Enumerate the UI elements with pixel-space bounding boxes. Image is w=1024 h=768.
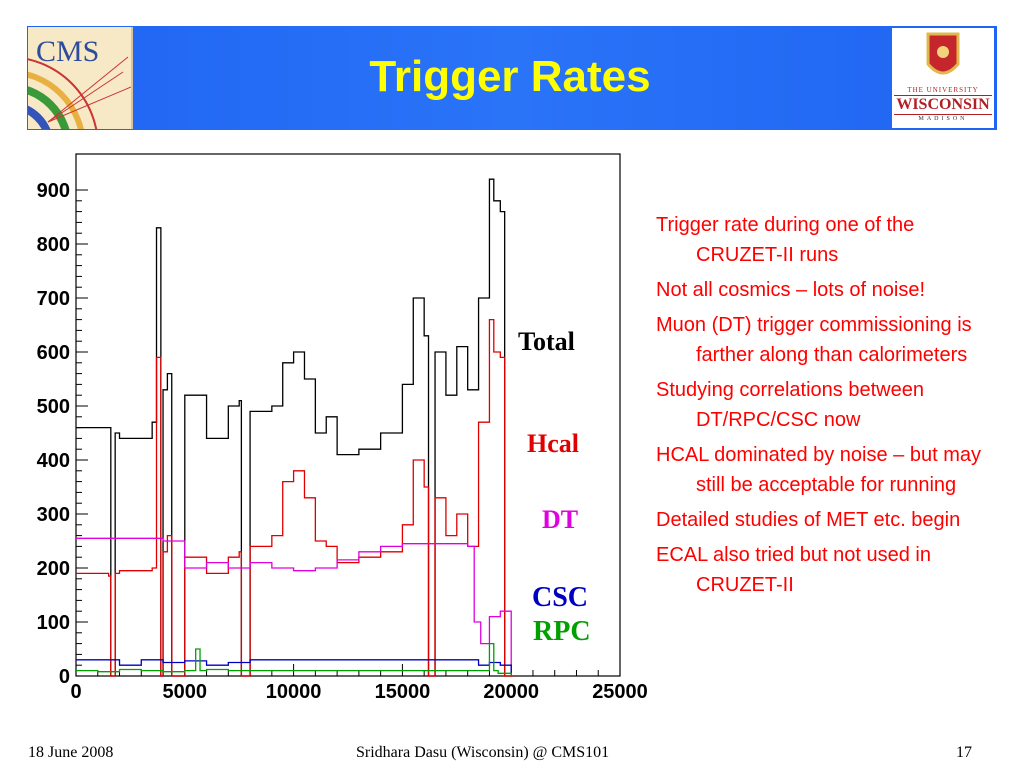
- x-tick-label: 15000: [375, 681, 431, 703]
- series-label-rpc: RPC: [533, 616, 591, 647]
- footer-page-number: 17: [956, 744, 972, 761]
- logo-line-2: WISCONSIN: [894, 95, 992, 115]
- series-label-csc: CSC: [532, 582, 588, 613]
- footer-date: 18 June 2008: [28, 744, 114, 761]
- y-tick-label: 600: [37, 342, 70, 364]
- y-tick-label: 500: [37, 396, 70, 418]
- y-tick-label: 900: [37, 180, 70, 202]
- x-tick-label: 0: [70, 681, 81, 703]
- footer-presenter: Sridhara Dasu (Wisconsin) @ CMS101: [356, 744, 610, 761]
- y-tick-label: 100: [37, 612, 70, 634]
- trigger-rate-chart: 0 100 200 300 400 500 600 700 800 900 0 5000 10000 15…: [37, 153, 648, 703]
- cms-logo-text: CMS: [36, 35, 100, 68]
- series-dt-line: [76, 537, 512, 676]
- cms-logo-graphic: [28, 56, 131, 129]
- bullet-item: ECAL also tried but not used in CRUZET-I…: [656, 544, 931, 596]
- logo-line-3: MADISON: [918, 116, 968, 122]
- plot-frame: [75, 153, 621, 677]
- x-tick-label: 20000: [483, 681, 539, 703]
- uw-logo: THE UNIVERSITY WISCONSIN MADISON: [892, 28, 994, 128]
- y-tick-label: 800: [37, 234, 70, 256]
- crest-icon: [926, 32, 960, 75]
- series-rpc-line: [76, 642, 512, 676]
- bullet-item: Studying correlations between DT/RPC/CSC…: [656, 379, 924, 431]
- series-hcal-line: [76, 318, 514, 677]
- series-label-hcal: Hcal: [527, 429, 579, 458]
- x-tick-label: 5000: [163, 681, 208, 703]
- slide-header: [27, 26, 997, 130]
- series-label-dt: DT: [542, 505, 578, 534]
- bullet-item: Not all cosmics – lots of noise!: [656, 279, 925, 301]
- bullet-item: Detailed studies of MET etc. begin: [656, 509, 961, 531]
- bullet-item: Muon (DT) trigger commissioning is farth…: [656, 314, 972, 366]
- logo-line-1: THE UNIVERSITY: [907, 86, 979, 94]
- y-tick-label: 0: [59, 666, 70, 688]
- bullet-item: HCAL dominated by noise – but may still …: [656, 444, 981, 496]
- y-tick-label: 300: [37, 504, 70, 526]
- y-tick-label: 200: [37, 558, 70, 580]
- slide-title: Trigger Rates: [369, 52, 651, 101]
- x-tick-label: 25000: [592, 681, 648, 703]
- series-label-total: Total: [518, 327, 575, 356]
- cms-logo: CMS: [28, 27, 133, 129]
- x-tick-label: 10000: [266, 681, 322, 703]
- y-tick-label: 700: [37, 288, 70, 310]
- y-tick-label: 400: [37, 450, 70, 472]
- bullet-list: Trigger rate during one of the CRUZET-II…: [656, 210, 1006, 605]
- bullet-item: Trigger rate during one of the CRUZET-II…: [656, 214, 915, 266]
